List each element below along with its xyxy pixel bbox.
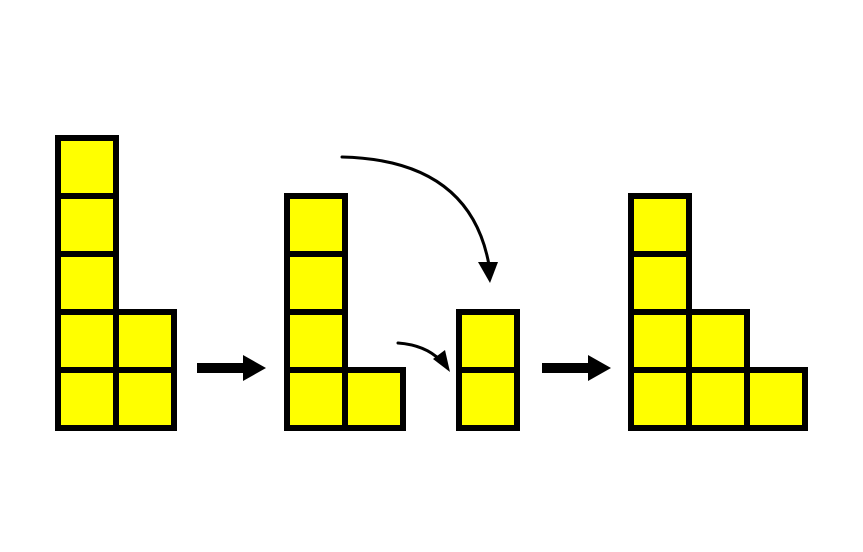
shape-after-removal-cell-r1-c2 xyxy=(342,367,406,431)
removed-column-cell-r2-c1 xyxy=(456,309,520,373)
initial-shape-cell-r3-c1 xyxy=(55,251,119,315)
final-shape-cell-r1-c1 xyxy=(628,367,692,431)
shape-after-removal-cell-r2-c1 xyxy=(284,309,348,373)
initial-shape-cell-r4-c1 xyxy=(55,193,119,257)
shape-after-removal-cell-r4-c1 xyxy=(284,193,348,257)
initial-shape-cell-r2-c2 xyxy=(113,309,177,373)
initial-shape-cell-r2-c1 xyxy=(55,309,119,373)
right-arrow-2 xyxy=(542,355,611,381)
curved-arrow-bottom-line xyxy=(396,341,442,362)
figures-layer xyxy=(55,135,808,431)
final-shape-cell-r1-c2 xyxy=(686,367,750,431)
arrows-layer xyxy=(197,155,611,381)
shape-after-removal-cell-r3-c1 xyxy=(284,251,348,315)
final-shape-cell-r4-c1 xyxy=(628,193,692,257)
initial-shape-cell-r5-c1 xyxy=(55,135,119,199)
shape-after-removal-cell-r1-c1 xyxy=(284,367,348,431)
final-shape-cell-r1-c3 xyxy=(744,367,808,431)
initial-shape xyxy=(55,135,177,431)
final-shape-cell-r2-c2 xyxy=(686,309,750,373)
curved-arrow-bottom-head xyxy=(433,350,450,372)
curved-arrow-top-head xyxy=(478,262,498,283)
final-shape xyxy=(628,193,808,431)
initial-shape-cell-r1-c1 xyxy=(55,367,119,431)
final-shape-cell-r2-c1 xyxy=(628,309,692,373)
removed-column xyxy=(456,309,520,431)
final-shape-cell-r3-c1 xyxy=(628,251,692,315)
removed-column-cell-r1-c1 xyxy=(456,367,520,431)
initial-shape-cell-r1-c2 xyxy=(113,367,177,431)
curved-arrow-top-line xyxy=(340,155,491,267)
right-arrow-1 xyxy=(197,355,266,381)
shape-after-removal xyxy=(284,193,406,431)
